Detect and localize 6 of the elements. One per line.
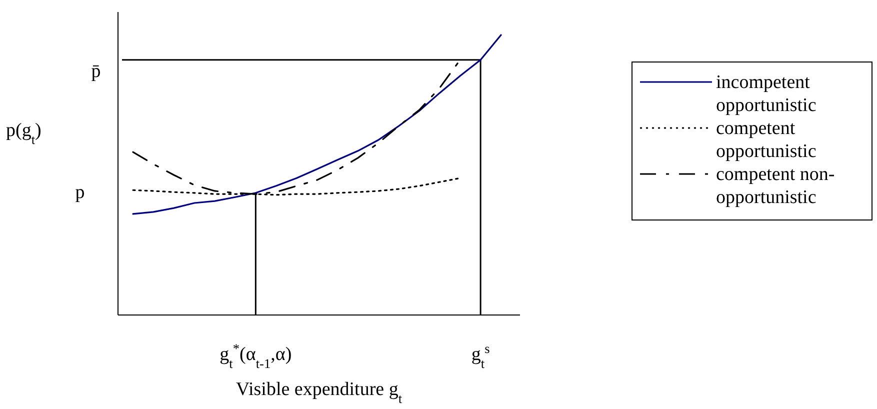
x-axis-title: Visible expenditure g$_{t}$ [236,379,402,406]
legend-label: competent non-opportunistic [716,164,835,208]
text: p [75,182,85,203]
ref-line-label: p̄ [91,60,101,82]
x-tick-label: g$_{t}$$^{*}$(α$_{t-1}$,α) [220,340,292,370]
y-axis-title: p(g$_{t}$) [6,120,42,146]
